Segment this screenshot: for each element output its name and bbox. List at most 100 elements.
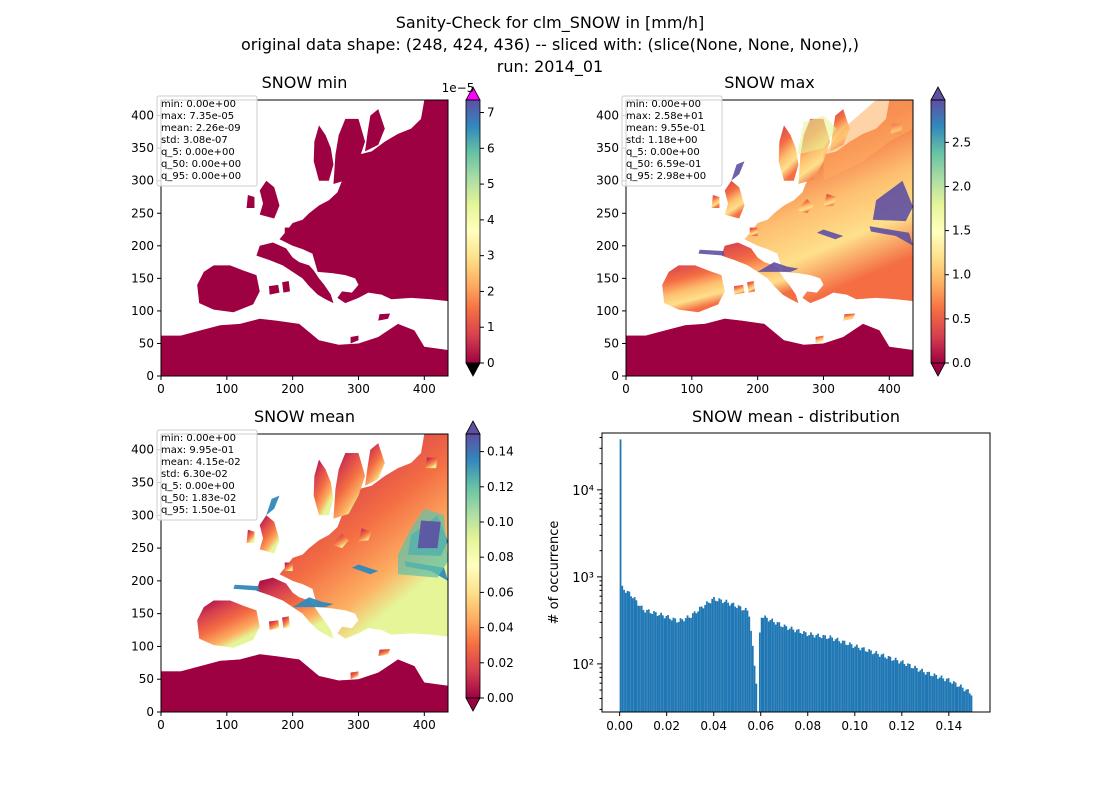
colorbar-tick-label: 0 [487,356,495,370]
histogram-bar [852,647,855,712]
y-tick-label: 100 [131,304,154,318]
histogram-bar [639,605,641,712]
histogram-bar [646,609,648,712]
histogram-bar [796,629,798,712]
histogram-bar [669,618,671,712]
y-tick-label: 150 [596,271,619,285]
histogram-bar [834,639,837,712]
histogram-bar [840,643,842,712]
histogram-bar [730,603,733,712]
histogram-bar [926,671,929,712]
histogram-bar [631,598,634,712]
colorbar-tick-label: 0.14 [487,445,514,459]
stats-line: max: 9.95e-01 [161,445,234,456]
histogram-bar [623,589,625,712]
histogram-bar [944,681,946,712]
y-tick-label: 350 [596,141,619,155]
figure-title-line-2: original data shape: (248, 424, 436) -- … [241,35,859,54]
histogram-bar [968,693,971,712]
panel-title: SNOW mean [254,407,355,426]
histogram-bar [647,609,650,712]
histogram-bar [967,689,969,712]
x-tick-label: 0.12 [888,719,915,733]
histogram-bar [744,607,747,712]
histogram-bar [706,601,708,712]
y-tick-label: 300 [131,174,154,188]
histogram-bar [937,678,939,712]
histogram-bar [954,682,957,712]
stats-line: q_95: 2.98e+00 [626,171,706,182]
histogram-bar [808,635,811,712]
histogram-bar [933,673,936,712]
histogram-bar [746,610,749,712]
histogram-bar [958,686,961,712]
histogram-bar [880,654,883,712]
histogram-bar [758,632,761,712]
histogram-bar [723,601,726,712]
histogram-bar [818,636,821,712]
y-tick-label: 0 [611,369,619,383]
colorbar-tick-label: 5 [487,177,495,191]
histogram-bar [871,654,874,712]
stats-line: min: 0.00e+00 [626,99,701,110]
y-tick-label: 200 [596,239,619,253]
histogram-bar [868,649,871,712]
histogram-bar [672,617,675,712]
histogram-bar [762,617,765,712]
y-tick-label: 150 [131,607,154,621]
histogram-bar [727,602,729,712]
plot-frame [601,432,991,713]
x-tick-label: 300 [812,382,835,396]
histogram-bar [674,618,677,712]
colorbar-tick-label: 0.12 [487,480,514,494]
stats-line: std: 1.18e+00 [626,135,698,146]
histogram-bar [656,615,659,712]
x-tick-label: 100 [215,718,238,732]
histogram-bar [667,615,670,712]
histogram-bar [773,622,775,712]
histogram-bar [825,638,828,712]
histogram-bar [831,637,834,712]
histogram-bar [633,597,636,712]
colorbar-tick-label: 7 [487,106,495,120]
x-tick-label: 200 [281,382,304,396]
histogram-bar [718,598,721,712]
stats-line: max: 7.35e-05 [161,111,234,122]
histogram-bar [960,684,962,712]
colorbar-extend-max [930,86,946,101]
histogram-bar [721,603,724,712]
histogram-bar [792,629,795,712]
colorbar-tick-label: 0.04 [487,621,514,635]
stats-line: mean: 4.15e-02 [161,457,241,468]
histogram-bar [670,620,673,712]
stats-line: q_95: 0.00e+00 [161,171,241,182]
histogram-bar [905,666,908,712]
histogram-bar [945,678,948,712]
histogram-bar [778,622,781,712]
histogram-bar [843,640,846,712]
histogram-bar [836,637,839,712]
histogram-bar [760,617,763,712]
colorbar-tick-label: 0.08 [487,550,514,564]
histogram-bar [767,621,770,712]
histogram-bar [864,651,867,712]
histogram-bar [887,655,890,712]
colorbar-tick-label: 0.02 [487,656,514,670]
histogram-bar [875,651,878,712]
histogram-bar [734,606,737,712]
histogram-bar [683,621,685,712]
colorbar-gradient [931,100,945,363]
stats-line: mean: 2.26e-09 [161,123,241,134]
histogram-bar [628,591,631,712]
histogram-bar [877,653,879,712]
colorbar: 0 1 2 3 4 5 6 7 1e−5 [442,81,495,377]
histogram-bar [732,602,735,712]
y-tick-label: 10³ [572,571,594,586]
stats-line: min: 0.00e+00 [161,433,236,444]
histogram-bar [755,683,758,712]
histogram-bar [810,632,812,712]
histogram-bar [660,612,662,712]
